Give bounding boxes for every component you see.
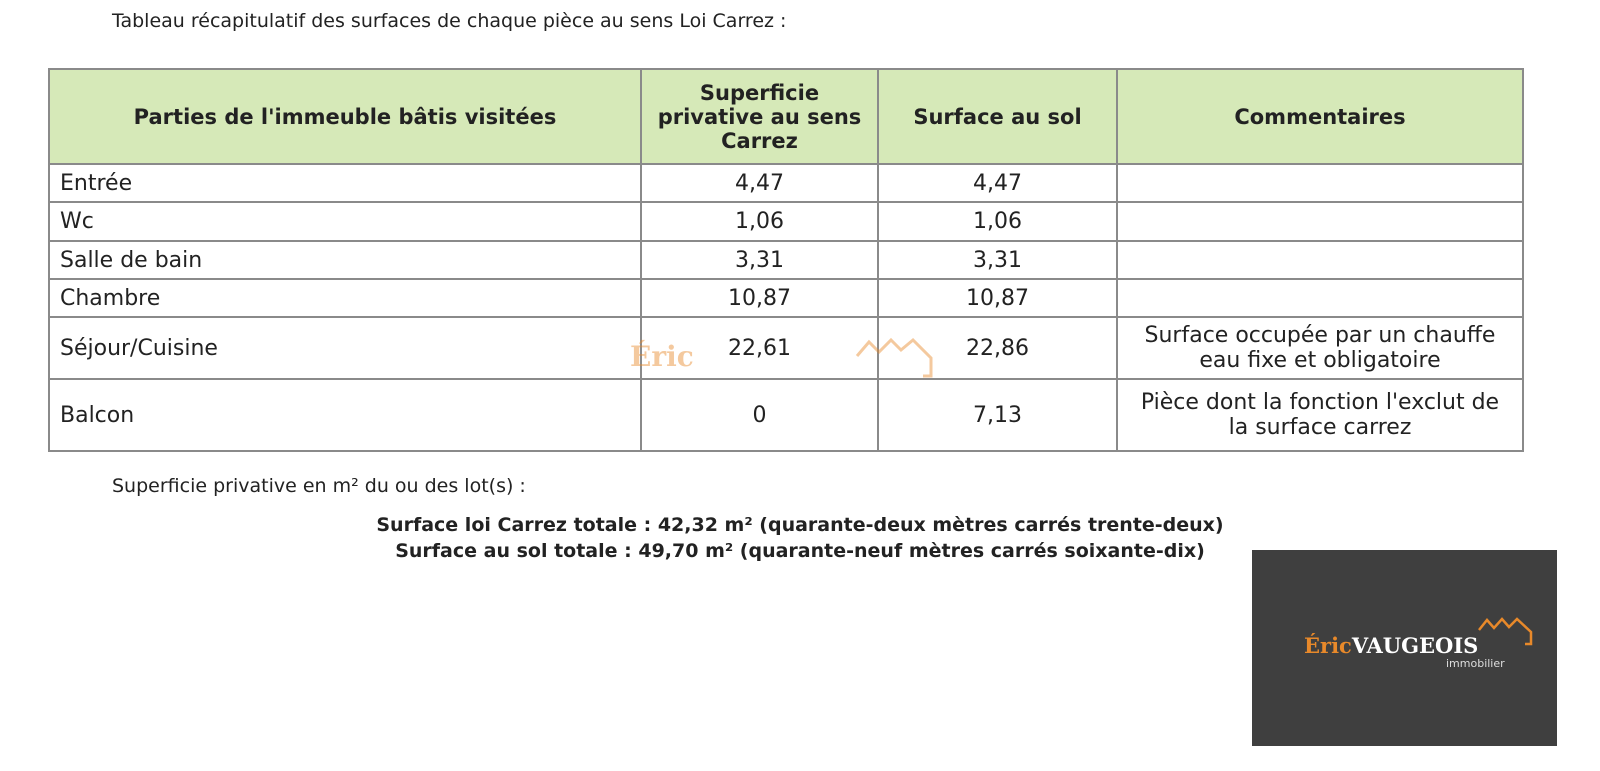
cell-piece: Chambre	[48, 278, 642, 318]
cell-carrez: 10,87	[640, 278, 879, 318]
cell-sol: 22,86	[877, 316, 1118, 380]
header-sol: Surface au sol	[877, 68, 1118, 165]
intro-text: Tableau récapitulatif des surfaces de ch…	[112, 10, 787, 32]
footer-label: Superficie privative en m² du ou des lot…	[112, 475, 526, 497]
table-row: Salle de bain 3,31 3,31	[48, 240, 1524, 280]
table-row: Entrée 4,47 4,47	[48, 163, 1524, 203]
cell-sol: 4,47	[877, 163, 1118, 203]
cell-piece: Séjour/Cuisine	[48, 316, 642, 380]
cell-sol: 10,87	[877, 278, 1118, 318]
cell-piece: Entrée	[48, 163, 642, 203]
table-row: Wc 1,06 1,06	[48, 201, 1524, 242]
cell-carrez: 1,06	[640, 201, 879, 242]
logo-sub: immobilier	[1446, 657, 1505, 670]
cell-commentaire	[1116, 278, 1524, 318]
cell-sol: 3,31	[877, 240, 1118, 280]
cell-commentaire: Pièce dont la fonction l'exclut de la su…	[1116, 378, 1524, 452]
cell-commentaire	[1116, 240, 1524, 280]
cell-commentaire: Surface occupée par un chauffe eau fixe …	[1116, 316, 1524, 380]
cell-carrez: 0	[640, 378, 879, 452]
brand-logo: ÉricVAUGEOIS immobilier	[1252, 550, 1557, 746]
house-roof-icon	[1478, 617, 1533, 646]
cell-carrez: 3,31	[640, 240, 879, 280]
header-commentaires: Commentaires	[1116, 68, 1524, 165]
table-row: Séjour/Cuisine 22,61 22,86 Surface occupée …	[48, 316, 1524, 380]
cell-piece: Wc	[48, 201, 642, 242]
logo-last: VAUGEOIS	[1351, 633, 1479, 658]
logo-first: Éric	[1304, 633, 1352, 658]
table-row: Chambre 10,87 10,87	[48, 278, 1524, 318]
footer-totals: Surface loi Carrez totale : 42,32 m² (qu…	[0, 512, 1600, 564]
cell-piece: Balcon	[48, 378, 642, 452]
header-parties: Parties de l'immeuble bâtis visitées	[48, 68, 642, 165]
cell-sol: 7,13	[877, 378, 1118, 452]
sol-total: Surface au sol totale : 49,70 m² (quaran…	[395, 540, 1205, 562]
carrez-total: Surface loi Carrez totale : 42,32 m² (qu…	[376, 514, 1224, 536]
surfaces-table: Parties de l'immeuble bâtis visitées Sup…	[48, 68, 1524, 452]
table-row: Balcon 0 7,13 Pièce dont la fonction l'excl…	[48, 378, 1524, 452]
cell-piece: Salle de bain	[48, 240, 642, 280]
table-header-row: Parties de l'immeuble bâtis visitées Sup…	[48, 68, 1524, 165]
cell-sol: 1,06	[877, 201, 1118, 242]
cell-commentaire	[1116, 163, 1524, 203]
header-carrez: Superficie privative au sens Carrez	[640, 68, 879, 165]
cell-carrez: 4,47	[640, 163, 879, 203]
cell-carrez: 22,61	[640, 316, 879, 380]
cell-commentaire	[1116, 201, 1524, 242]
